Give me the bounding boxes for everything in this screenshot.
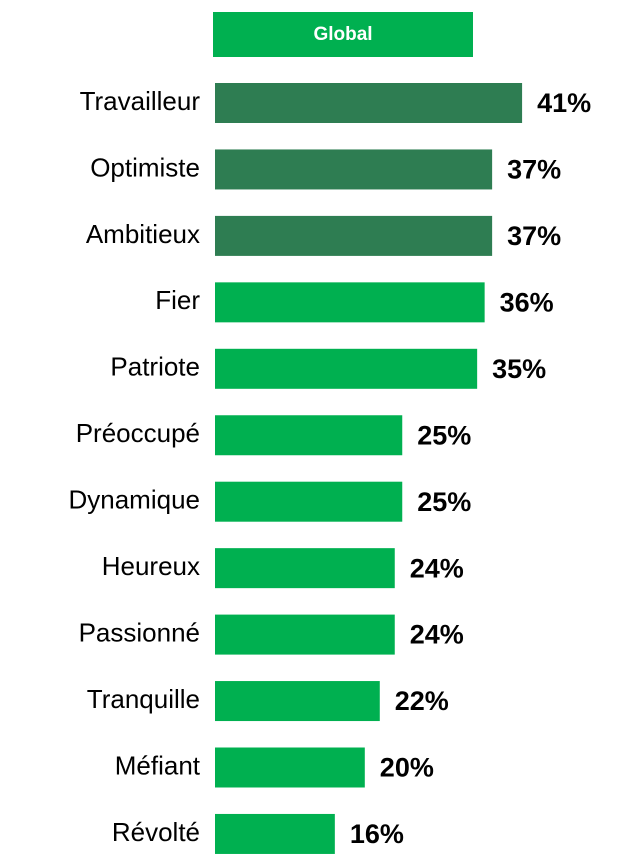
bar: [215, 813, 335, 854]
value-label: 24%: [410, 620, 464, 650]
category-label: Méfiant: [115, 750, 201, 780]
category-label: Patriote: [110, 352, 200, 382]
bar: [215, 681, 380, 722]
bar: [215, 348, 478, 389]
value-label: 35%: [492, 354, 546, 384]
category-label: Travailleur: [80, 86, 201, 116]
chart-title: Global: [313, 24, 372, 45]
value-label: 25%: [417, 487, 471, 517]
value-label: 20%: [380, 753, 434, 783]
title-box: [213, 12, 473, 57]
category-label: Dynamique: [68, 485, 200, 515]
value-label: 25%: [417, 420, 471, 450]
value-label: 37%: [507, 221, 561, 251]
bar: [215, 415, 403, 456]
category-label: Ambitieux: [86, 219, 200, 249]
value-label: 24%: [410, 553, 464, 583]
bar: [215, 282, 485, 323]
bar: [215, 481, 403, 522]
category-label: Fier: [155, 285, 200, 315]
value-label: 16%: [350, 819, 404, 849]
category-label: Tranquille: [87, 684, 200, 714]
bar: [215, 215, 493, 256]
category-label: Optimiste: [90, 152, 200, 182]
category-label: Préoccupé: [76, 418, 200, 448]
value-label: 36%: [500, 287, 554, 317]
bar: [215, 83, 523, 123]
bar: [215, 149, 493, 190]
value-label: 22%: [395, 686, 449, 716]
value-label: 41%: [537, 88, 591, 118]
value-label: 37%: [507, 155, 561, 185]
category-label: Révolté: [112, 817, 200, 847]
bar: [215, 614, 395, 655]
bar: [215, 548, 395, 589]
bar: [215, 747, 365, 788]
category-label: Passionné: [79, 617, 200, 647]
category-label: Heureux: [102, 551, 200, 581]
